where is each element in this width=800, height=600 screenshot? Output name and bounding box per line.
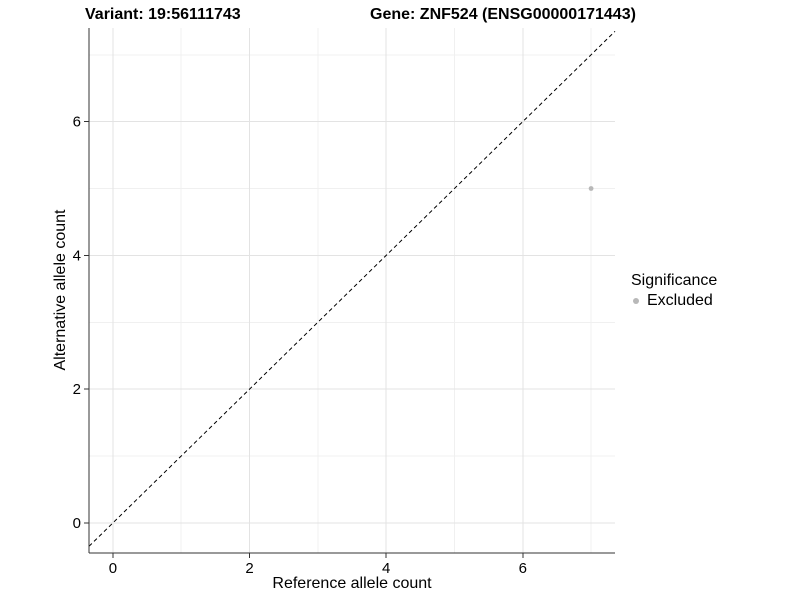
identity-line [88,30,616,547]
y-tick-label: 4 [73,247,81,264]
x-tick-label: 2 [245,560,253,577]
data-point [588,186,594,191]
y-axis-title: Alternative allele count [52,209,69,371]
y-tick-label: 2 [73,381,81,398]
legend-item-excluded: Excluded [631,292,717,310]
x-tick-label: 0 [109,560,117,577]
x-tick-label: 4 [382,560,390,577]
y-tick-label: 0 [73,515,81,532]
legend-title: Significance [631,272,718,289]
variant-title: Variant: 19:56111743 [85,6,241,23]
x-tick-label: 6 [519,560,527,577]
y-tick-label: 6 [73,114,81,131]
legend-item-label: Excluded [647,292,713,309]
gene-title: Gene: ZNF524 (ENSG00000171443) [370,6,636,23]
legend-point-marker [633,298,639,304]
legend: Significance Excluded [631,272,717,310]
x-axis-title: Reference allele count [272,575,432,592]
